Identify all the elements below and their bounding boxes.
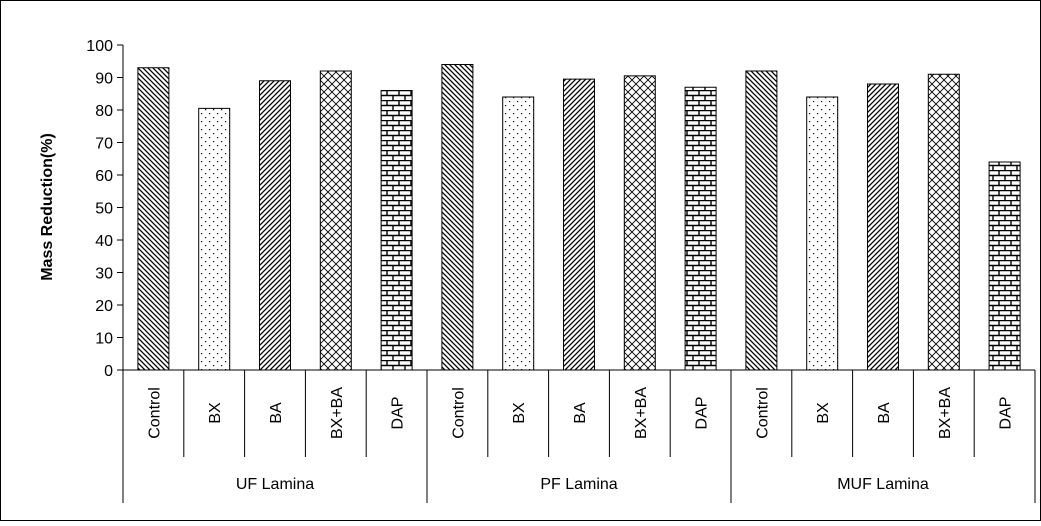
y-tick-label: 80 [95, 103, 113, 120]
bar-muf-dap [988, 161, 1021, 371]
group-label: MUF Lamina [837, 476, 929, 493]
category-label: Control [450, 387, 467, 439]
y-tick-label: 60 [95, 168, 113, 185]
category-label: DAP [390, 397, 407, 430]
category-label: DAP [998, 397, 1015, 430]
bar-uf-bx-ba [319, 70, 352, 371]
category-label: BX [207, 402, 224, 424]
category-label: BX+BA [329, 387, 346, 439]
bar-pf-bx [502, 96, 535, 371]
y-tick-label: 50 [95, 201, 113, 218]
bar-muf-ba [867, 83, 899, 371]
category-label: BA [876, 402, 893, 424]
bars [137, 64, 1021, 371]
bar-pf-bx-ba [623, 75, 656, 371]
bar-uf-dap [380, 90, 413, 371]
category-label: BX+BA [633, 387, 650, 439]
x-axis: Control BX BA BX+BA DAP UF Lamina Control BX BA B… [122, 369, 1036, 503]
y-axis: 0 10 20 30 40 50 60 70 80 90 100 [86, 38, 124, 380]
y-tick-label: 10 [95, 331, 113, 348]
bar-uf-bx [198, 107, 231, 371]
group-label: PF Lamina [540, 476, 617, 493]
bar-uf-ba [259, 80, 291, 371]
bar-pf-ba [563, 78, 595, 371]
group-label: UF Lamina [236, 476, 314, 493]
bar-uf-control [137, 67, 170, 371]
y-tick-label: 70 [95, 136, 113, 153]
category-label: BX [815, 402, 832, 424]
y-axis-title: Mass Reduction(%) [39, 133, 56, 281]
category-label: BX [511, 402, 528, 424]
y-tick-label: 40 [95, 233, 113, 250]
y-tick-label: 30 [95, 266, 113, 283]
y-tick-label: 20 [95, 298, 113, 315]
category-label: BX+BA [937, 387, 954, 439]
y-tick-label: 0 [104, 363, 113, 380]
category-label: BA [572, 402, 589, 424]
bar-pf-control [441, 64, 474, 371]
y-tick-label: 100 [86, 38, 113, 55]
category-label: Control [146, 387, 163, 439]
bar-muf-control [745, 70, 778, 371]
category-label: BA [268, 402, 285, 424]
category-label: DAP [694, 397, 711, 430]
bar-muf-bx [806, 96, 839, 371]
bar-pf-dap [684, 86, 717, 371]
bar-muf-bx-ba [927, 73, 960, 371]
y-tick-label: 90 [95, 71, 113, 88]
category-label: Control [754, 387, 771, 439]
